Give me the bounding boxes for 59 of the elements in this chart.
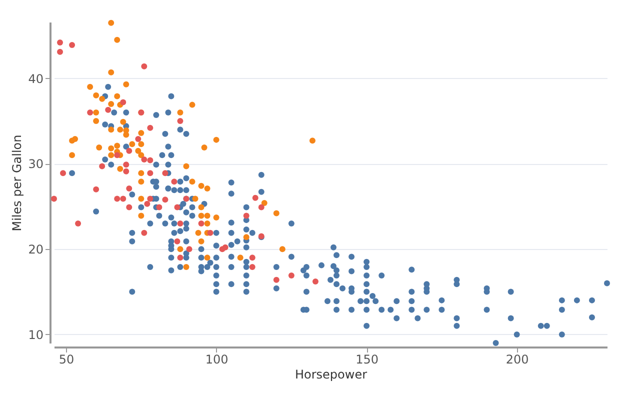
- point: [69, 42, 76, 48]
- point: [60, 170, 66, 176]
- point: [105, 106, 112, 113]
- point: [126, 185, 132, 192]
- point: [198, 220, 204, 226]
- point: [177, 254, 184, 261]
- x-tick-label: 200: [506, 352, 529, 366]
- point: [141, 156, 148, 162]
- point: [93, 186, 100, 192]
- y-tick-label: 30: [28, 157, 44, 172]
- x-axis-title: Horsepower: [294, 368, 368, 382]
- point: [288, 272, 294, 279]
- x-tick-label: 100: [205, 352, 228, 366]
- point: [258, 204, 264, 210]
- point: [162, 196, 168, 203]
- point: [249, 264, 256, 270]
- point: [147, 124, 154, 131]
- y-tick-label: 20: [28, 242, 44, 257]
- point: [57, 39, 64, 46]
- point: [171, 178, 178, 185]
- point: [249, 254, 256, 261]
- point: [252, 194, 258, 201]
- y-tick-label: 10: [28, 328, 44, 342]
- point: [123, 168, 130, 174]
- x-tick-label: 150: [356, 352, 379, 366]
- point: [114, 152, 120, 158]
- point: [312, 278, 318, 285]
- point: [87, 110, 94, 116]
- point: [147, 196, 154, 202]
- point: [144, 200, 150, 207]
- y-axis-title: Miles per Gallon: [10, 134, 24, 232]
- point: [120, 196, 126, 202]
- point: [99, 163, 106, 170]
- point: [51, 196, 57, 202]
- point: [207, 230, 214, 236]
- point: [243, 212, 250, 219]
- point: [123, 162, 130, 168]
- point: [126, 204, 132, 210]
- point: [147, 170, 154, 176]
- point: [57, 48, 64, 55]
- point: [135, 136, 142, 142]
- point: [174, 204, 180, 210]
- point: [114, 196, 120, 202]
- x-tick-label: 50: [58, 352, 74, 366]
- point: [186, 246, 192, 252]
- point: [174, 238, 180, 244]
- point: [141, 63, 148, 70]
- point: [147, 157, 154, 164]
- point: [177, 220, 184, 226]
- point: [162, 170, 168, 176]
- point: [141, 230, 148, 236]
- point: [156, 204, 162, 210]
- point: [177, 118, 184, 124]
- point: [273, 276, 280, 283]
- point: [126, 148, 132, 154]
- point: [75, 220, 82, 226]
- point: [222, 244, 228, 250]
- point: [120, 99, 126, 106]
- y-tick-label: 40: [28, 72, 44, 86]
